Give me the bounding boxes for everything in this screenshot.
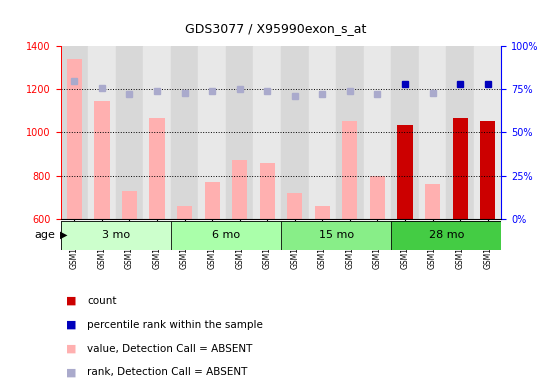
Bar	[425, 184, 440, 219]
Text: ■: ■	[66, 296, 77, 306]
Text: rank, Detection Call = ABSENT: rank, Detection Call = ABSENT	[87, 367, 247, 377]
Bar	[253, 46, 281, 219]
Bar	[419, 46, 446, 219]
Bar	[315, 206, 330, 219]
Bar	[61, 46, 88, 219]
Bar	[143, 46, 171, 219]
Bar	[177, 206, 192, 219]
Bar	[364, 46, 391, 219]
Text: ■: ■	[66, 367, 77, 377]
Bar	[452, 118, 468, 219]
Bar	[260, 163, 275, 219]
Bar	[281, 221, 391, 250]
Bar	[281, 46, 309, 219]
Bar	[391, 46, 419, 219]
Bar	[122, 191, 137, 219]
Bar	[480, 121, 495, 219]
Bar	[171, 221, 281, 250]
Text: value, Detection Call = ABSENT: value, Detection Call = ABSENT	[87, 344, 252, 354]
Text: percentile rank within the sample: percentile rank within the sample	[87, 320, 263, 330]
Bar	[61, 221, 171, 250]
Text: GDS3077 / X95990exon_s_at: GDS3077 / X95990exon_s_at	[185, 22, 366, 35]
Bar	[171, 46, 198, 219]
Bar	[309, 46, 336, 219]
Bar	[226, 46, 253, 219]
Text: age: age	[34, 230, 55, 240]
Bar	[204, 182, 220, 219]
Text: count: count	[87, 296, 117, 306]
Bar	[198, 46, 226, 219]
Bar	[149, 118, 165, 219]
Text: 3 mo: 3 mo	[101, 230, 130, 240]
Bar	[287, 194, 302, 219]
Bar	[232, 160, 247, 219]
Bar	[397, 125, 413, 219]
Text: 28 mo: 28 mo	[429, 230, 464, 240]
Text: ■: ■	[66, 320, 77, 330]
Bar	[94, 101, 110, 219]
Bar	[446, 46, 474, 219]
Bar	[391, 221, 501, 250]
Bar	[336, 46, 364, 219]
Bar	[88, 46, 116, 219]
Text: 15 mo: 15 mo	[318, 230, 354, 240]
Bar	[474, 46, 501, 219]
Text: 6 mo: 6 mo	[212, 230, 240, 240]
Bar	[116, 46, 143, 219]
Bar	[67, 59, 82, 219]
Bar	[370, 176, 385, 219]
Text: ■: ■	[66, 344, 77, 354]
Bar	[342, 121, 358, 219]
Text: ▶: ▶	[60, 230, 68, 240]
